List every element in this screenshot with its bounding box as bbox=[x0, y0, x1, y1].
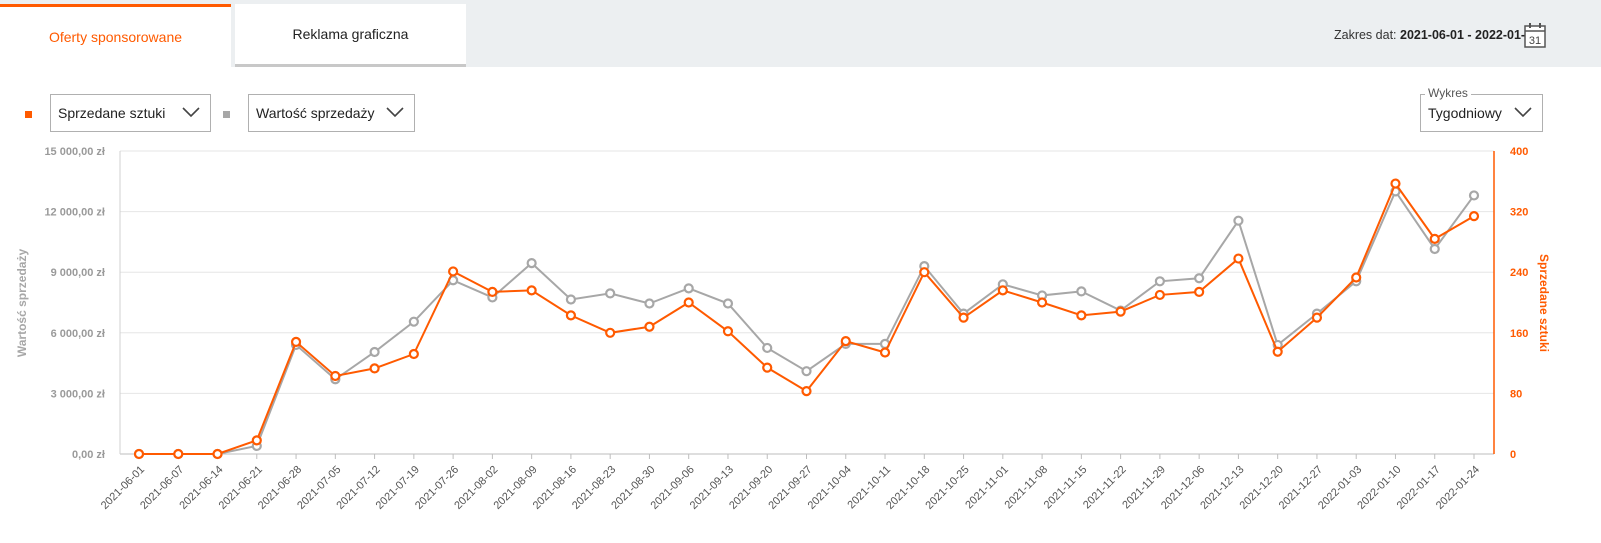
units-sold-point bbox=[487, 286, 498, 297]
tab-sponsored-offers[interactable]: Oferty sponsorowane bbox=[0, 4, 231, 67]
sales-value-point bbox=[1194, 273, 1205, 284]
chevron-down-icon bbox=[1514, 107, 1532, 118]
sales-value-point bbox=[644, 298, 655, 309]
left-tick-label: 0,00 zł bbox=[72, 449, 105, 461]
sales-value-point bbox=[565, 294, 577, 305]
units-sold-point bbox=[605, 327, 616, 338]
units-sold-point bbox=[683, 297, 694, 308]
units-sold-point bbox=[1233, 253, 1244, 264]
left-tick-label: 6 000,00 zł bbox=[51, 328, 105, 340]
units-sold-point bbox=[958, 312, 969, 323]
units-sold-point bbox=[212, 448, 223, 460]
date-range-value: 2021-06-01 - 2022-01-30 bbox=[1400, 28, 1539, 42]
sales-value-point bbox=[1233, 215, 1244, 226]
sales-value-point bbox=[605, 288, 616, 299]
right-tick-label: 240 bbox=[1510, 267, 1528, 279]
sales-value-line bbox=[139, 189, 1475, 455]
units-sold-point bbox=[1272, 346, 1283, 357]
chart-mode-label: Wykres bbox=[1425, 86, 1471, 100]
units-sold-point bbox=[997, 285, 1008, 296]
units-sold-point bbox=[133, 448, 145, 460]
calendar-day: 31 bbox=[1529, 35, 1541, 47]
units-sold-point bbox=[1390, 178, 1401, 189]
sales-value-point bbox=[526, 258, 537, 269]
units-sold-point bbox=[1468, 211, 1480, 222]
units-sold-point bbox=[526, 285, 537, 296]
left-tick-label: 15 000,00 zł bbox=[44, 146, 105, 158]
right-tick-label: 400 bbox=[1510, 146, 1528, 158]
units-sold-point bbox=[251, 435, 262, 446]
units-sold-point bbox=[722, 326, 734, 337]
right-metric-value: Wartość sprzedaży bbox=[256, 105, 375, 121]
units-sold-point bbox=[1076, 310, 1087, 321]
units-sold-point bbox=[173, 448, 184, 460]
units-sold-point bbox=[762, 362, 773, 373]
units-sold-point bbox=[644, 321, 655, 332]
calendar-icon[interactable]: 31 bbox=[1524, 22, 1546, 48]
chart-mode-value: Tygodniowy bbox=[1428, 105, 1502, 121]
units-sold-point bbox=[1311, 312, 1323, 323]
sales-value-point bbox=[1468, 190, 1480, 201]
left-metric-select[interactable]: Sprzedane sztuki bbox=[50, 94, 211, 132]
units-sold-line bbox=[139, 181, 1475, 455]
left-tick-label: 3 000,00 zł bbox=[51, 388, 105, 400]
units-sold-point bbox=[408, 348, 419, 360]
right-tick-label: 160 bbox=[1510, 328, 1528, 340]
sales-value-point bbox=[408, 316, 419, 327]
chevron-down-icon bbox=[182, 107, 200, 118]
units-sold-point bbox=[448, 266, 459, 277]
sales-value-point bbox=[1076, 286, 1087, 297]
units-sold-point bbox=[1115, 306, 1126, 317]
units-sold-point bbox=[290, 336, 302, 347]
left-tick-label: 9 000,00 zł bbox=[51, 267, 105, 279]
units-sold-point bbox=[369, 363, 380, 374]
date-range[interactable]: Zakres dat: 2021-06-01 - 2022-01-30 bbox=[1334, 28, 1539, 42]
sales-value-point bbox=[801, 366, 812, 377]
tab-display-ads[interactable]: Reklama graficzna bbox=[235, 4, 466, 67]
left-metric-value: Sprzedane sztuki bbox=[58, 105, 166, 121]
units-sold-point bbox=[919, 267, 930, 278]
units-sold-point bbox=[801, 386, 812, 397]
orange-series-marker bbox=[25, 111, 32, 118]
units-sold-point bbox=[1154, 289, 1165, 301]
date-range-label: Zakres dat: bbox=[1333, 28, 1397, 42]
sales-value-point bbox=[762, 342, 773, 354]
units-sold-point bbox=[879, 347, 891, 358]
gray-series-marker bbox=[223, 111, 230, 118]
right-tick-label: 320 bbox=[1510, 207, 1528, 219]
sales-value-point bbox=[683, 283, 694, 294]
left-tick-label: 12 000,00 zł bbox=[44, 207, 105, 219]
units-sold-point bbox=[1351, 272, 1362, 283]
right-metric-select[interactable]: Wartość sprzedaży bbox=[248, 94, 415, 132]
units-sold-point bbox=[330, 370, 341, 382]
chevron-down-icon bbox=[386, 107, 404, 118]
chart-mode-select[interactable]: Tygodniowy bbox=[1420, 94, 1543, 132]
units-sold-point bbox=[1429, 233, 1440, 244]
sales-value-point bbox=[1154, 276, 1165, 287]
left-axis-title: Wartość sprzedaży bbox=[15, 249, 29, 358]
sales-value-point bbox=[369, 346, 380, 358]
sales-value-point bbox=[722, 298, 734, 309]
top-tab-bar: Oferty sponsorowane Reklama graficzna Za… bbox=[0, 0, 1601, 67]
right-tick-label: 80 bbox=[1510, 388, 1522, 400]
right-axis-title: Sprzedane sztuki bbox=[1537, 254, 1551, 352]
units-sold-point bbox=[565, 310, 577, 321]
right-tick-label: 0 bbox=[1510, 449, 1516, 461]
units-sold-point bbox=[1036, 297, 1048, 308]
units-sold-point bbox=[1194, 286, 1205, 297]
sales-line-chart: 0,00 zł 0 3 000,00 zł 80 6 000,00 zł 160 9 000… bbox=[15, 146, 1551, 512]
sales-value-point bbox=[1429, 243, 1440, 255]
units-sold-point bbox=[840, 336, 851, 347]
